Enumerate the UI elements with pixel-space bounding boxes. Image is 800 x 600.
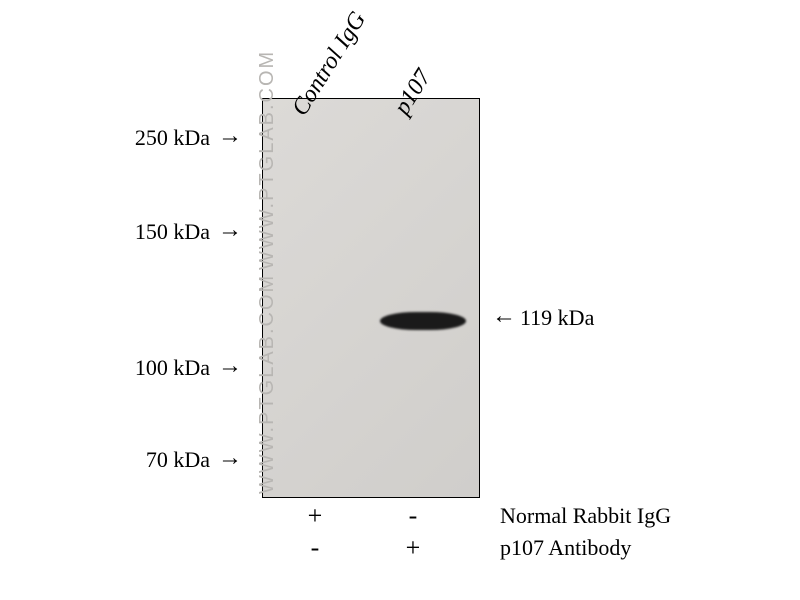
mw-arrow: →	[218, 123, 242, 150]
detected-band	[380, 312, 466, 330]
band-size-label: 119 kDa	[520, 305, 594, 331]
western-blot-figure: WWW.PTGLAB.COM WWW.PTGLAB.COM 250 kDa→15…	[0, 0, 800, 600]
mw-arrow: →	[218, 353, 242, 380]
condition-mark: -	[300, 533, 330, 563]
condition-mark: +	[300, 501, 330, 531]
condition-mark: +	[398, 533, 428, 563]
mw-arrow: →	[218, 217, 242, 244]
mw-label: 100 kDa	[135, 355, 210, 381]
mw-arrow: →	[218, 445, 242, 472]
condition-label: Normal Rabbit IgG	[500, 503, 671, 529]
mw-label: 70 kDa	[146, 447, 210, 473]
blot-membrane	[262, 98, 480, 498]
blot-background	[263, 99, 479, 497]
condition-label: p107 Antibody	[500, 535, 631, 561]
mw-label: 250 kDa	[135, 125, 210, 151]
condition-mark: -	[398, 501, 428, 531]
mw-label: 150 kDa	[135, 219, 210, 245]
band-arrow: ←	[492, 303, 516, 330]
